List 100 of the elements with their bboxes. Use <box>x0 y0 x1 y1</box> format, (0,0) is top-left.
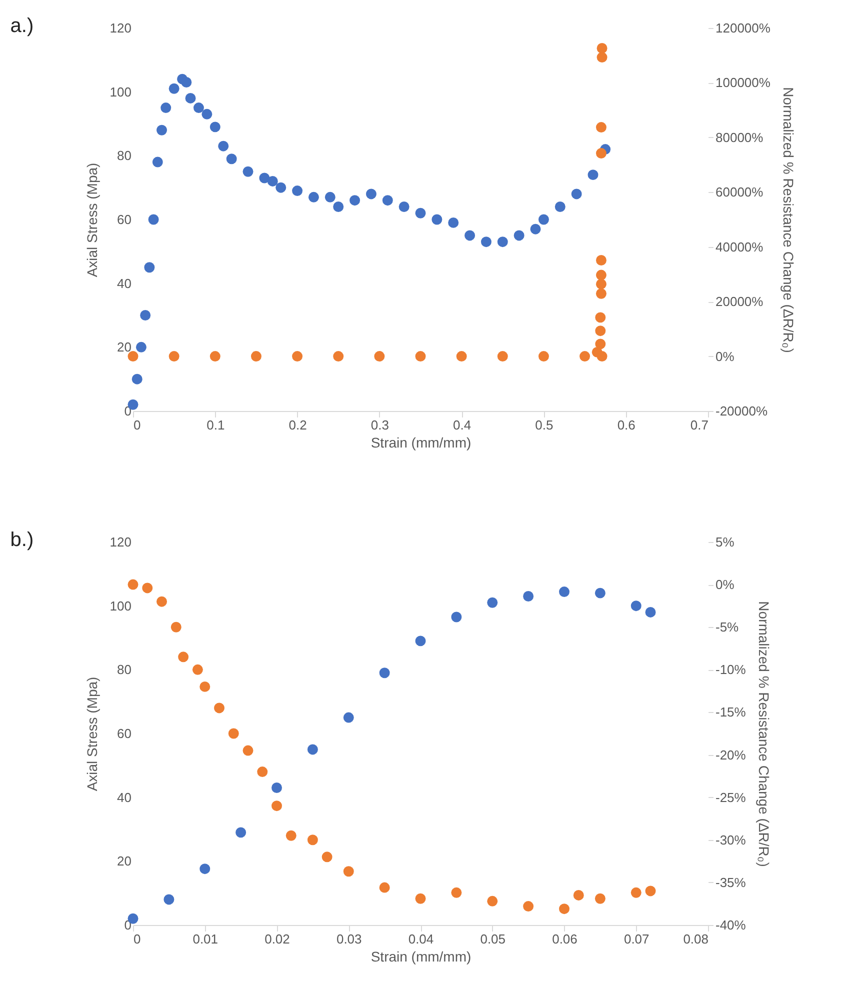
point <box>451 612 462 622</box>
point <box>415 208 426 218</box>
y-tick-label: 60 <box>117 212 132 227</box>
point <box>432 214 442 225</box>
y-tick-label: 60 <box>117 726 132 741</box>
point <box>193 102 204 114</box>
point <box>530 224 541 234</box>
point <box>200 681 210 692</box>
x-axis-title: Strain (mm/mm) <box>370 434 472 450</box>
x-tick-label: 0.08 <box>683 932 708 946</box>
point <box>259 172 270 184</box>
point <box>292 186 303 196</box>
point <box>128 579 138 590</box>
y2-tick-label: 40000% <box>716 239 764 254</box>
point <box>415 351 426 362</box>
point <box>272 800 282 812</box>
point <box>333 202 344 212</box>
point <box>596 52 608 63</box>
y-tick-label: 80 <box>117 662 132 678</box>
point <box>596 288 606 299</box>
point <box>415 893 426 904</box>
point <box>322 852 332 862</box>
point <box>451 887 462 898</box>
y2-tick-label: -15% <box>716 704 746 720</box>
y2-tick-label: -25% <box>716 790 746 805</box>
point <box>218 140 229 152</box>
x-tick-label: 0.2 <box>288 418 307 432</box>
point <box>456 351 467 362</box>
point <box>136 342 146 352</box>
point <box>307 744 318 755</box>
x-tick-label: 0.3 <box>370 418 389 432</box>
point <box>276 182 286 193</box>
point <box>160 102 172 114</box>
y-tick-label: 120 <box>110 20 132 36</box>
x-tick-label: 0.07 <box>624 932 650 946</box>
point <box>178 652 189 662</box>
point <box>379 882 390 893</box>
point <box>464 230 476 241</box>
point <box>538 351 549 362</box>
point <box>164 894 174 905</box>
y2-tick-label: 20000% <box>716 294 764 310</box>
point <box>200 864 210 874</box>
point <box>350 195 360 206</box>
point <box>181 77 192 88</box>
x-tick-label: 0 <box>134 418 141 432</box>
point <box>382 195 393 206</box>
chart-title: a.) <box>10 15 34 37</box>
point <box>595 326 606 336</box>
y2-tick-label: -30% <box>716 832 746 848</box>
point <box>210 122 220 132</box>
point <box>588 170 598 180</box>
point <box>596 148 606 159</box>
y-tick-label: 20 <box>117 340 132 355</box>
point <box>559 586 570 598</box>
x-axis-title: Strain (mm/mm) <box>370 948 472 964</box>
x-tick-label: 0.01 <box>192 932 218 946</box>
x-tick-label: 0.4 <box>453 418 472 432</box>
chart-title: b.) <box>10 529 34 551</box>
x-tick-label: 0.02 <box>264 932 290 946</box>
x-tick-label: 0.05 <box>480 932 506 946</box>
point <box>272 782 282 793</box>
y-axis-title: Axial Stress (Mpa) <box>84 676 100 792</box>
point <box>571 188 582 200</box>
point <box>523 901 534 912</box>
point <box>596 122 606 133</box>
point <box>523 591 534 602</box>
y2-tick-label: -40% <box>716 918 746 932</box>
point <box>156 124 167 136</box>
point <box>448 217 459 228</box>
point <box>292 351 303 362</box>
point <box>366 188 376 200</box>
point <box>148 214 159 225</box>
point <box>554 202 566 212</box>
y2-tick-label: -10% <box>716 662 746 678</box>
point <box>286 830 296 841</box>
point <box>374 351 385 362</box>
y2-tick-label: 120000% <box>716 20 771 36</box>
point <box>514 230 524 241</box>
point <box>343 866 354 877</box>
point <box>630 887 642 898</box>
point <box>128 351 138 362</box>
y-tick-label: 40 <box>117 276 132 291</box>
y-tick-label: 40 <box>117 790 132 805</box>
point <box>168 83 180 94</box>
point <box>242 166 254 177</box>
x-tick-label: 0.6 <box>617 418 636 432</box>
point <box>267 176 278 186</box>
point <box>645 886 656 896</box>
point <box>202 108 212 120</box>
point <box>559 904 570 914</box>
point <box>152 156 163 168</box>
point <box>596 255 606 266</box>
point <box>250 351 262 362</box>
point <box>228 728 239 739</box>
point <box>307 834 318 846</box>
point <box>596 43 608 54</box>
point <box>596 351 608 362</box>
point <box>487 896 498 906</box>
y2-tick-label: 80000% <box>716 130 764 145</box>
x-tick-label: 0.04 <box>408 932 434 946</box>
